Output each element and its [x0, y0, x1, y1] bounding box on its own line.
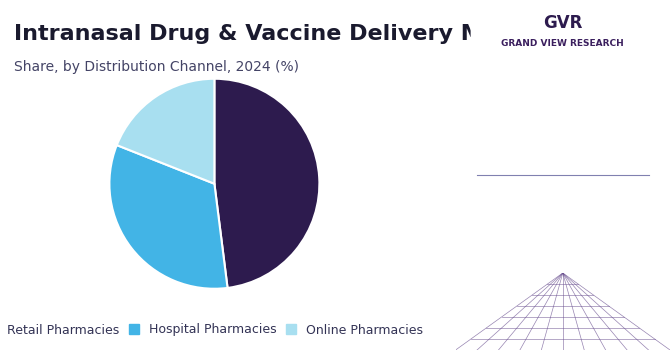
Text: Global Market Size,
2024: Global Market Size, 2024 — [496, 188, 630, 218]
Wedge shape — [109, 145, 228, 289]
Wedge shape — [117, 79, 214, 184]
Text: GVR: GVR — [543, 14, 582, 32]
Wedge shape — [214, 79, 320, 288]
Text: Intranasal Drug & Vaccine Delivery Market: Intranasal Drug & Vaccine Delivery Marke… — [13, 25, 549, 44]
Text: $70.3B: $70.3B — [503, 136, 622, 165]
Text: Share, by Distribution Channel, 2024 (%): Share, by Distribution Channel, 2024 (%) — [13, 60, 299, 74]
Text: Source:
www.grandviewresearch.com: Source: www.grandviewresearch.com — [477, 294, 651, 315]
FancyBboxPatch shape — [470, 10, 655, 88]
Legend: Retail Pharmacies, Hospital Pharmacies, Online Pharmacies: Retail Pharmacies, Hospital Pharmacies, … — [0, 320, 427, 340]
Text: GRAND VIEW RESEARCH: GRAND VIEW RESEARCH — [501, 39, 624, 48]
